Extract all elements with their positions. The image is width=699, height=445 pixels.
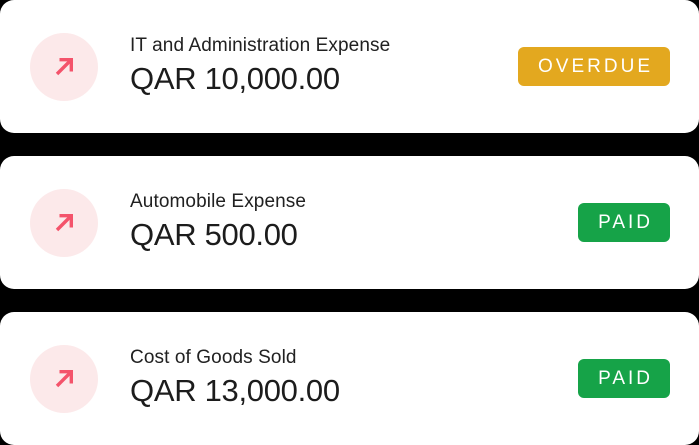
expense-icon-circle — [30, 32, 98, 101]
arrow-up-right-icon — [55, 213, 73, 231]
expense-amount: QAR 13,000.00 — [130, 372, 340, 408]
expense-title: Automobile Expense — [130, 190, 307, 212]
expense-text-block: Cost of Goods Sold QAR 13,000.00 — [130, 346, 578, 409]
status-badge: PAID — [578, 202, 670, 243]
arrow-up-right-icon — [55, 57, 73, 75]
expense-text-block: IT and Administration Expense QAR 10,000… — [130, 34, 518, 97]
expense-amount: QAR 10,000.00 — [130, 60, 340, 96]
expense-card[interactable]: Cost of Goods Sold QAR 13,000.00 PAID — [0, 312, 699, 445]
expense-icon-circle — [30, 188, 98, 257]
expense-amount: QAR 500.00 — [130, 216, 298, 252]
status-badge: PAID — [578, 358, 670, 399]
expense-icon-circle — [30, 344, 98, 413]
expense-title: Cost of Goods Sold — [130, 346, 297, 368]
arrow-up-right-icon — [55, 369, 73, 387]
expense-card[interactable]: Automobile Expense QAR 500.00 PAID — [0, 156, 699, 289]
expense-card[interactable]: IT and Administration Expense QAR 10,000… — [0, 0, 699, 133]
expense-title: IT and Administration Expense — [130, 34, 391, 56]
status-badge: OVERDUE — [518, 46, 670, 87]
expense-text-block: Automobile Expense QAR 500.00 — [130, 190, 578, 253]
